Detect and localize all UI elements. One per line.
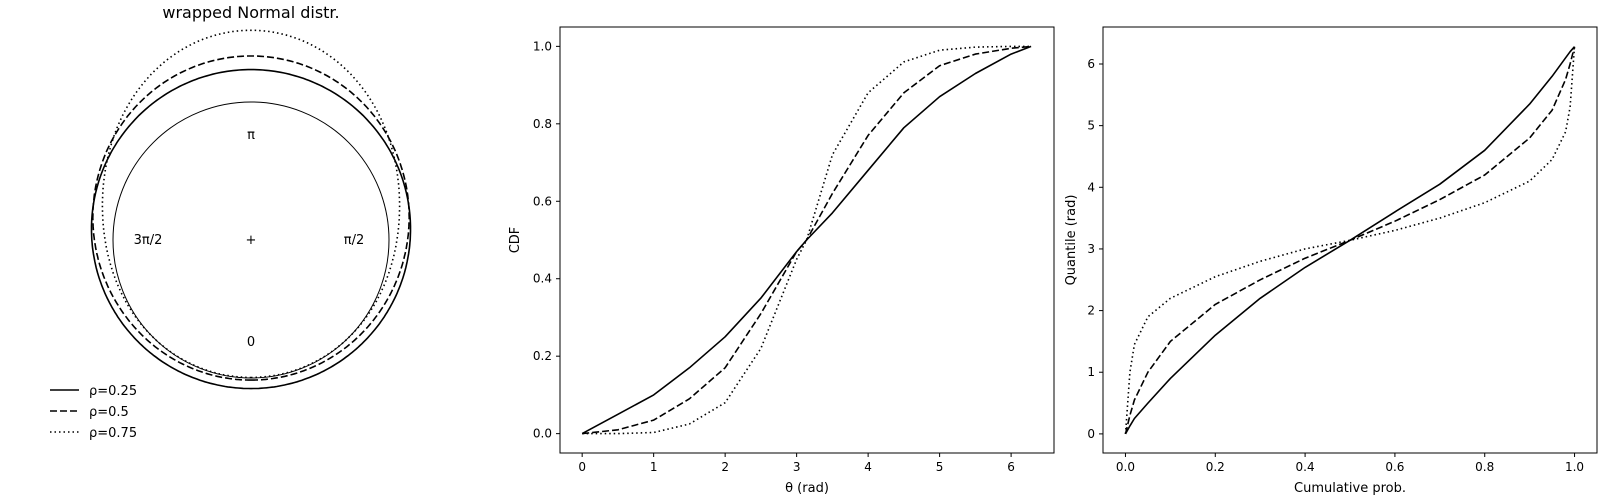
cdf-xtick-label: 1 (650, 460, 658, 474)
cdf-ytick-label: 0.8 (533, 117, 552, 131)
label-pi-half: π/2 (344, 233, 364, 248)
quantile-xtick-label: 0.8 (1475, 460, 1494, 474)
cdf-panel: 0 1 2 3 4 5 6 0.0 0.2 0.4 0.6 0.8 1.0 θ (rad) CDF (508, 26, 1055, 496)
circular-curves (90, 29, 412, 390)
cdf-ytick-label: 0.6 (533, 194, 552, 208)
legend-label-2: ρ=0.5 (89, 405, 129, 420)
circular-curve-3 (101, 29, 401, 379)
cdf-ytick-label: 1.0 (533, 39, 552, 53)
quantile-ytick-label: 2 (1087, 304, 1095, 318)
quantile-xtick-label: 0.2 (1206, 460, 1225, 474)
quantile-ylabel: Quantile (rad) (1064, 195, 1079, 286)
quantile-line-2 (1124, 46, 1576, 435)
legend: ρ=0.25 ρ=0.5 ρ=0.75 (50, 384, 137, 441)
quantile-xlabel: Cumulative prob. (1294, 481, 1406, 496)
quantile-ytick-label: 4 (1087, 180, 1095, 194)
cdf-ytick-label: 0.4 (533, 272, 552, 286)
quantile-xtick-label: 0.6 (1385, 460, 1404, 474)
label-pi: π (247, 128, 255, 143)
quantile-xtick-label: 0.4 (1296, 460, 1315, 474)
label-three-pi-half: 3π/2 (134, 233, 163, 248)
cdf-xtick-label: 4 (864, 460, 872, 474)
quantile-xtick-label: 1.0 (1565, 460, 1584, 474)
circular-curve-1 (90, 68, 412, 390)
cdf-xtick-label: 6 (1007, 460, 1015, 474)
cdf-series-lines (581, 45, 1032, 435)
cdf-line-2 (582, 45, 1032, 435)
quantile-axes-frame (1102, 26, 1598, 454)
label-zero: 0 (247, 335, 255, 350)
cdf-ytick-label: 0.0 (533, 427, 552, 441)
quantile-ytick-label: 3 (1087, 242, 1095, 256)
cdf-ticks: 0 1 2 3 4 5 6 0.0 0.2 0.4 0.6 0.8 1.0 (533, 39, 1015, 474)
cdf-xtick-label: 3 (793, 460, 801, 474)
circular-title: wrapped Normal distr. (162, 3, 339, 22)
cdf-ylabel: CDF (508, 227, 523, 254)
cdf-xlabel: θ (rad) (785, 481, 829, 496)
cdf-xtick-label: 5 (936, 460, 944, 474)
quantile-ytick-label: 5 (1087, 119, 1095, 133)
circular-curve-2 (91, 55, 411, 381)
cdf-axes-frame (559, 26, 1055, 454)
quantile-series-lines (1124, 46, 1576, 435)
quantile-xtick-label: 0.0 (1116, 460, 1135, 474)
quantile-panel: 0.0 0.2 0.4 0.6 0.8 1.0 0 1 2 3 4 5 6 Cumulative pro… (1064, 26, 1598, 496)
cdf-xtick-label: 0 (578, 460, 586, 474)
cdf-xtick-label: 2 (721, 460, 729, 474)
center-marker: + (246, 233, 257, 248)
direction-labels: π π/2 0 3π/2 + (134, 128, 365, 350)
legend-label-1: ρ=0.25 (89, 384, 137, 399)
quantile-ytick-label: 0 (1087, 427, 1095, 441)
quantile-ytick-label: 1 (1087, 365, 1095, 379)
legend-label-3: ρ=0.75 (89, 426, 137, 441)
cdf-ytick-label: 0.2 (533, 349, 552, 363)
quantile-ytick-label: 6 (1087, 57, 1095, 71)
quantile-ticks: 0.0 0.2 0.4 0.6 0.8 1.0 0 1 2 3 4 5 6 (1087, 57, 1584, 474)
